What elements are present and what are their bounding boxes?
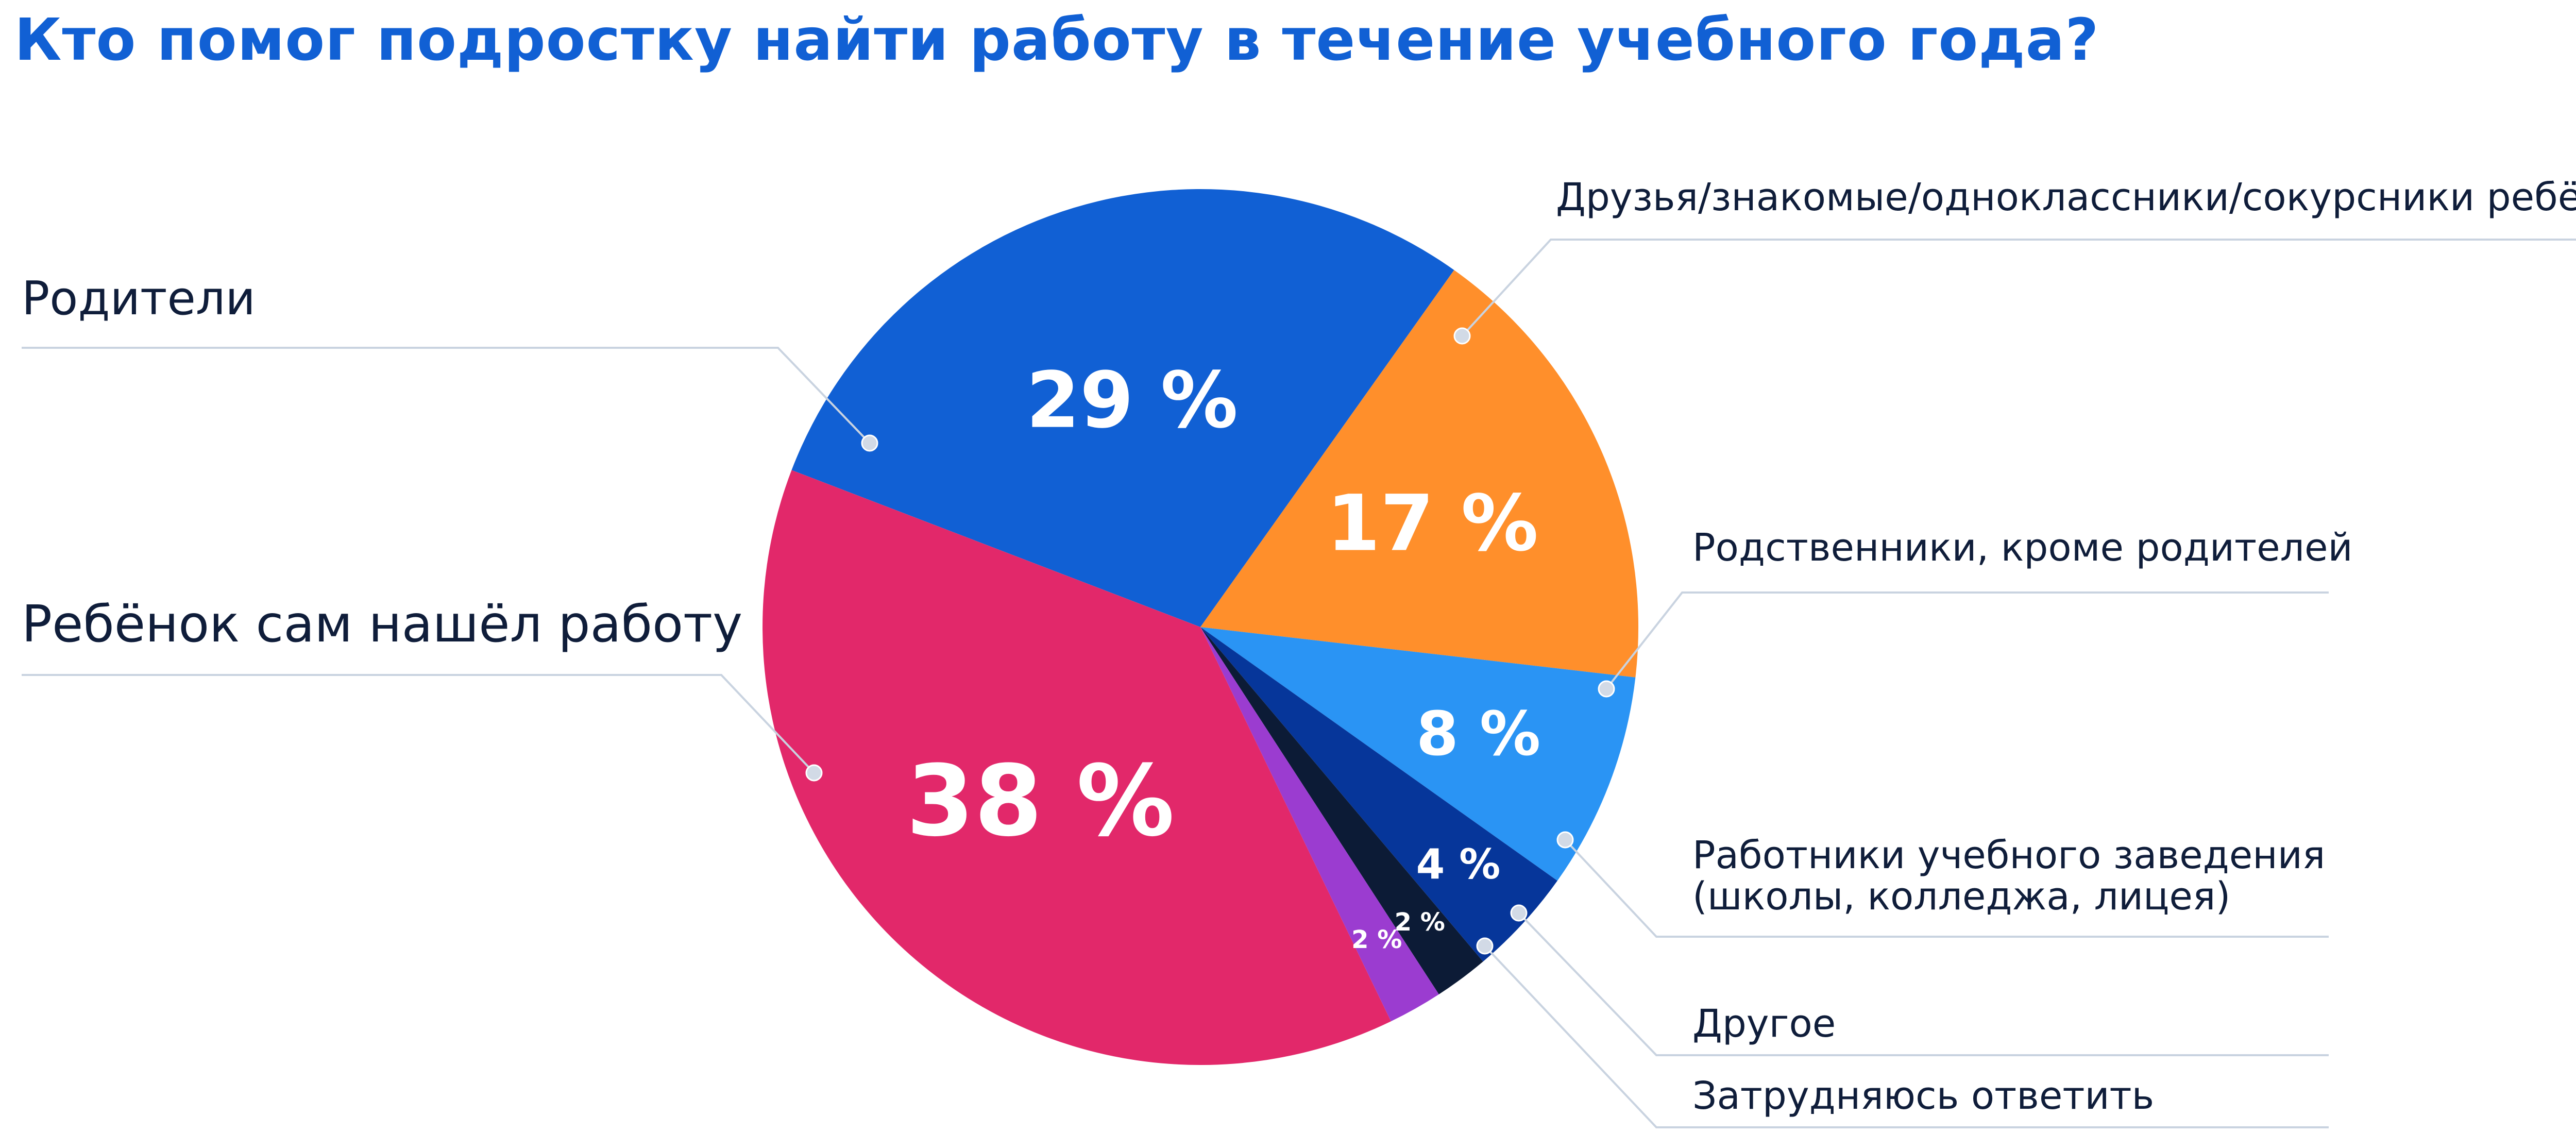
pie-slice xyxy=(1200,627,1439,1022)
category-label: Друзья/знакомые/одноклассники/сокурсники… xyxy=(1556,175,2576,219)
slice-value-label: 38 % xyxy=(906,744,1175,858)
pie-slice xyxy=(1200,627,1557,962)
pie-slice xyxy=(791,189,1454,627)
leader-dot xyxy=(1510,904,1528,922)
leader-line xyxy=(1484,945,2329,1128)
pie-slice xyxy=(1200,270,1639,678)
leader-line xyxy=(22,347,871,444)
category-label: Родители xyxy=(22,272,256,326)
category-label: Ребёнок сам нашёл работу xyxy=(22,595,742,654)
leader-line xyxy=(22,674,815,774)
leader-dot xyxy=(1556,831,1574,849)
pie-slice xyxy=(1200,627,1483,994)
leader-line xyxy=(1605,591,2329,690)
category-label: Родственники, кроме родителей xyxy=(1692,526,2353,570)
slice-value-label: 2 % xyxy=(1351,925,1402,954)
leader-dot xyxy=(1453,327,1471,345)
category-label: Затрудняюсь ответить xyxy=(1692,1074,2154,1118)
pie-slice xyxy=(762,470,1391,1065)
leader-line xyxy=(1518,912,2329,1056)
leader-line xyxy=(1564,839,2329,938)
slice-value-label: 29 % xyxy=(1026,356,1238,446)
slice-value-label: 17 % xyxy=(1327,479,1538,569)
slice-value-label: 4 % xyxy=(1416,840,1501,888)
category-label: (школы, колледжа, лицея) xyxy=(1692,874,2230,919)
pie-slice xyxy=(1200,627,1636,881)
leader-dot xyxy=(1476,937,1494,955)
leader-dot xyxy=(861,434,878,452)
chart-title: Кто помог подростку найти работу в течен… xyxy=(14,7,2099,74)
category-label: Работники учебного заведения xyxy=(1692,833,2325,877)
leader-dot xyxy=(1598,680,1615,698)
category-label: Другое xyxy=(1692,1002,1836,1046)
leader-dot xyxy=(805,764,823,782)
slice-value-label: 8 % xyxy=(1416,698,1540,769)
slice-value-label: 2 % xyxy=(1395,908,1445,937)
leader-line xyxy=(1461,239,2576,337)
